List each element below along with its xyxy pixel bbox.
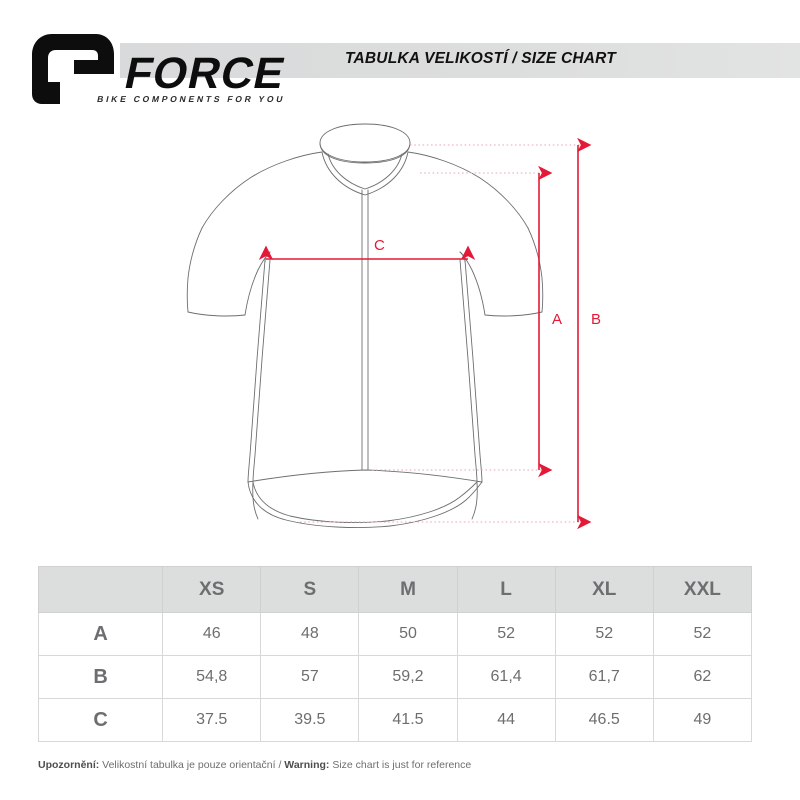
neck-opening	[321, 151, 409, 196]
footer-cs-label: Upozornění:	[38, 759, 100, 771]
size-table-container: XS S M L XL XXL A 46 48 50 52 52 52 B 54…	[37, 566, 753, 742]
cell-c-l: 44	[456, 698, 556, 742]
cell-c-s: 39.5	[260, 698, 360, 742]
left-shoulder	[201, 151, 323, 229]
cell-c-xl: 46.5	[554, 698, 654, 742]
size-header-xxl: XXL	[652, 566, 753, 613]
force-f-mark-icon	[32, 34, 114, 104]
left-sleeve-hem	[187, 311, 246, 317]
measure-label-b: B	[591, 311, 601, 328]
jersey-outline-group	[186, 123, 544, 528]
right-side-seam	[464, 259, 483, 483]
measure-label-c: C	[374, 237, 385, 254]
right-shoulder	[407, 151, 529, 229]
left-side-seam	[247, 259, 266, 483]
cell-b-xs: 54,8	[162, 655, 262, 699]
footer-en-label: Warning:	[284, 759, 330, 771]
right-side-seam-2	[459, 259, 478, 483]
size-header-l: L	[456, 566, 556, 613]
cell-b-s: 57	[260, 655, 360, 699]
collar-top-ellipse	[319, 123, 411, 163]
jersey-diagram: A B C	[0, 110, 800, 550]
cell-c-xxl: 49	[652, 698, 753, 742]
measurement-labels-group: A B C	[374, 237, 601, 328]
cell-b-xl: 61,7	[554, 655, 654, 699]
neck-opening-inner	[327, 153, 403, 190]
right-lower-panel	[471, 481, 478, 520]
right-armpit	[459, 251, 466, 263]
cell-b-m: 59,2	[358, 655, 458, 699]
footer-en-text: Size chart is just for reference	[329, 759, 472, 771]
cell-b-l: 61,4	[456, 655, 556, 699]
row-label-b: B	[37, 655, 164, 699]
footer-disclaimer: Upozornění: Velikostní tabulka je pouze …	[38, 759, 471, 771]
table-corner-cell	[37, 566, 164, 613]
back-tail-outer	[247, 481, 483, 528]
cell-a-s: 48	[260, 612, 360, 656]
cell-a-xxl: 52	[652, 612, 753, 656]
left-sleeve-outer	[186, 227, 203, 313]
cell-a-xs: 46	[162, 612, 262, 656]
table-header-row: XS S M L XL XXL	[37, 566, 753, 613]
page-header: TABULKA VELIKOSTÍ / SIZE CHART FORCE BIK…	[0, 0, 800, 110]
guide-lines-group	[300, 144, 585, 523]
measure-label-a: A	[552, 311, 562, 328]
size-header-xl: XL	[554, 566, 654, 613]
table-row: B 54,8 57 59,2 61,4 61,7 62	[37, 655, 753, 699]
size-header-s: S	[260, 566, 360, 613]
row-label-a: A	[37, 612, 164, 656]
cell-a-m: 50	[358, 612, 458, 656]
page-title: TABULKA VELIKOSTÍ / SIZE CHART	[345, 50, 616, 67]
table-row: A 46 48 50 52 52 52	[37, 612, 753, 656]
size-header-m: M	[358, 566, 458, 613]
force-logo: FORCE BIKE COMPONENTS FOR YOU	[30, 30, 320, 108]
cell-a-xl: 52	[554, 612, 654, 656]
left-armpit	[264, 251, 271, 263]
row-label-c: C	[37, 698, 164, 742]
header-title-bar	[120, 43, 800, 78]
collar-band-lower	[319, 142, 411, 164]
right-sleeve-hem	[484, 311, 543, 317]
cell-b-xxl: 62	[652, 655, 753, 699]
force-tagline: BIKE COMPONENTS FOR YOU	[96, 94, 286, 104]
left-side-seam-2	[252, 259, 271, 483]
size-header-xs: XS	[162, 566, 262, 613]
left-lower-panel	[252, 481, 259, 520]
force-wordmark: FORCE	[121, 49, 290, 97]
size-table: XS S M L XL XXL A 46 48 50 52 52 52 B 54…	[37, 566, 753, 742]
back-tail-inner	[252, 481, 478, 524]
footer-cs-text: Velikostní tabulka je pouze orientační /	[99, 759, 285, 771]
right-sleeve-outer	[527, 227, 544, 313]
measurement-arrows-group	[258, 137, 592, 530]
cell-a-l: 52	[456, 612, 556, 656]
table-row: C 37.5 39.5 41.5 44 46.5 49	[37, 698, 753, 742]
front-hem	[247, 469, 483, 483]
cell-c-m: 41.5	[358, 698, 458, 742]
svg-text:FORCE: FORCE	[121, 49, 290, 97]
cell-c-xs: 37.5	[162, 698, 262, 742]
